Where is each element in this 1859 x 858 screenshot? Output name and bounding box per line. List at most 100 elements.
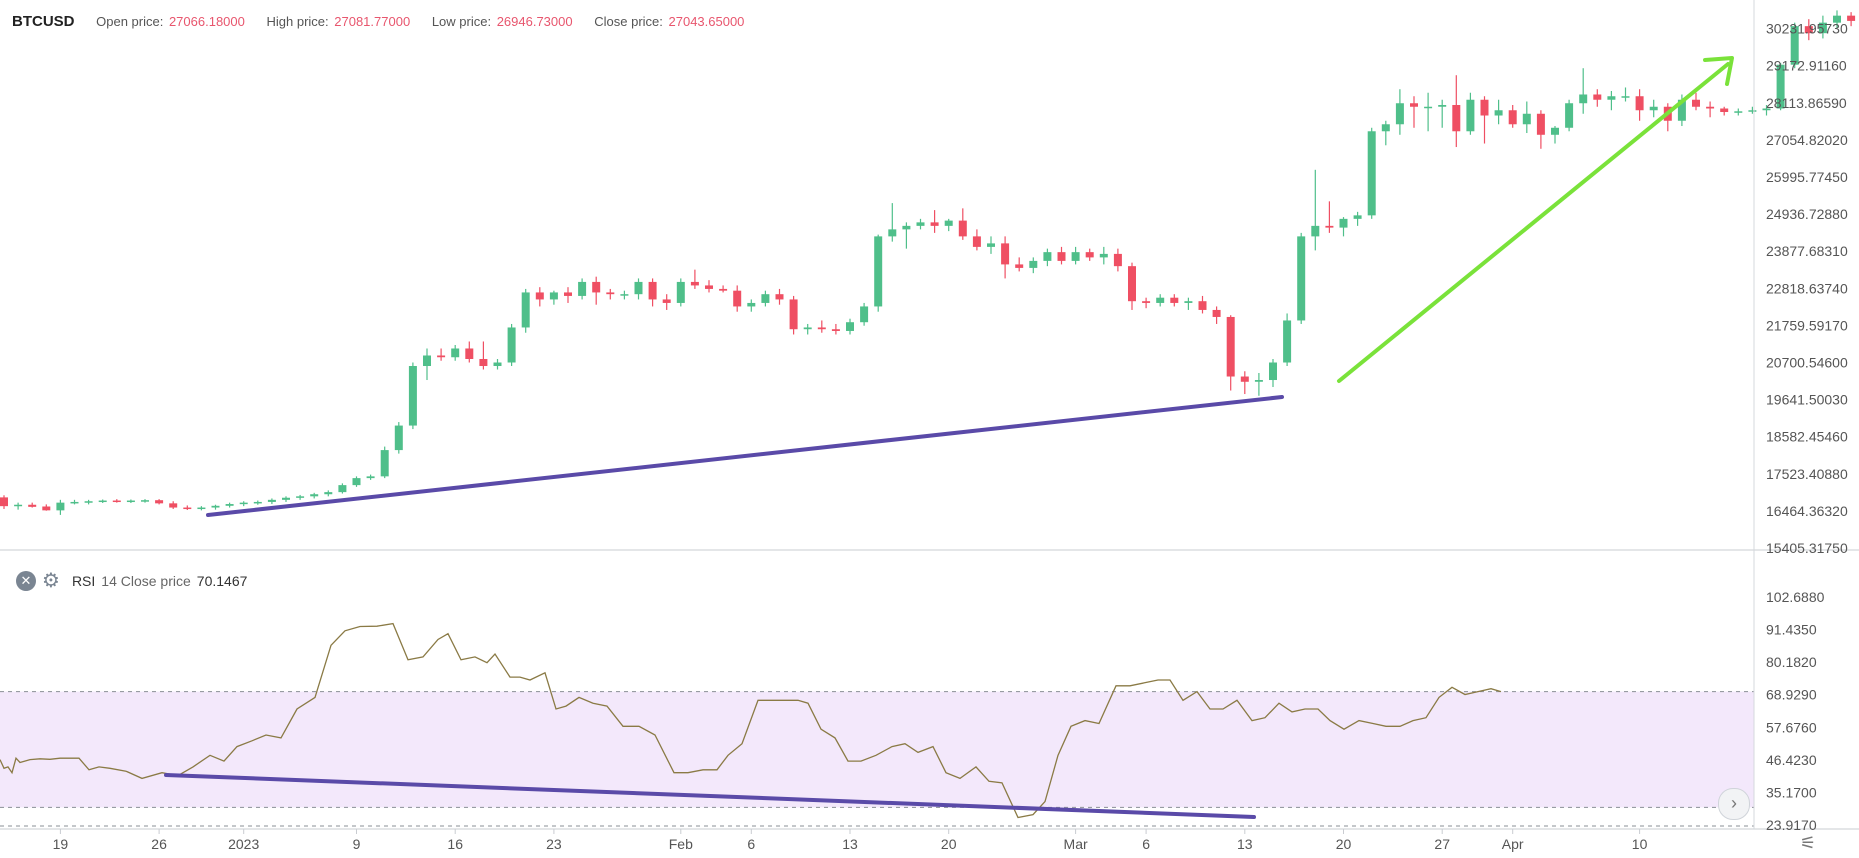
candle-body bbox=[831, 329, 840, 331]
high-label: High price: bbox=[266, 14, 329, 29]
candle-body bbox=[1015, 264, 1024, 268]
candle bbox=[1720, 106, 1729, 116]
candle bbox=[282, 496, 290, 502]
candle bbox=[1184, 297, 1193, 310]
candle-body bbox=[1043, 252, 1052, 261]
candle bbox=[1311, 169, 1320, 251]
candle bbox=[1128, 262, 1136, 310]
candle-body bbox=[1339, 218, 1348, 228]
candle-body bbox=[860, 306, 869, 323]
x-tick-label: 9 bbox=[353, 836, 361, 852]
rsi-tick-label: 91.4350 bbox=[1766, 622, 1817, 638]
symbol-label: BTCUSD bbox=[12, 13, 75, 30]
x-tick-label: 26 bbox=[151, 836, 167, 852]
candle bbox=[775, 288, 784, 305]
candle bbox=[1071, 246, 1080, 265]
candle bbox=[42, 504, 51, 511]
candle-body bbox=[1367, 131, 1376, 216]
rsi-tick-label: 46.4230 bbox=[1766, 752, 1817, 768]
candle bbox=[902, 222, 911, 249]
candle-body bbox=[380, 450, 389, 477]
settings-sliders-icon[interactable]: ⚟ bbox=[1800, 833, 1817, 853]
price-tick-label: 20700.54600 bbox=[1766, 354, 1848, 370]
candle-body bbox=[197, 507, 206, 510]
low-value: 26946.73000 bbox=[496, 14, 573, 29]
close-icon[interactable]: ✕ bbox=[16, 570, 36, 591]
candle-body bbox=[169, 503, 178, 508]
candle bbox=[1001, 236, 1010, 279]
candle-body bbox=[1480, 99, 1489, 116]
candle bbox=[620, 290, 629, 300]
x-tick-label: 16 bbox=[447, 836, 463, 852]
candle bbox=[1818, 15, 1827, 39]
candle-body bbox=[690, 281, 699, 286]
candle-body bbox=[705, 285, 713, 289]
candle-body bbox=[42, 506, 51, 511]
candle bbox=[817, 320, 826, 333]
candle-body bbox=[648, 281, 657, 300]
candle bbox=[733, 285, 742, 312]
price-tick-label: 29172.91160 bbox=[1766, 58, 1847, 74]
candle-body bbox=[1565, 103, 1574, 128]
candle bbox=[1212, 306, 1221, 324]
candle-body bbox=[1607, 96, 1616, 100]
candle-body bbox=[225, 504, 234, 506]
candle bbox=[564, 287, 572, 303]
candle-body bbox=[578, 281, 587, 296]
price-tick-label: 18582.45460 bbox=[1766, 429, 1848, 445]
candle bbox=[112, 499, 121, 503]
candle bbox=[1156, 294, 1165, 307]
x-tick-label: Feb bbox=[669, 836, 693, 852]
x-tick-label: 20 bbox=[941, 836, 957, 852]
candle-body bbox=[296, 496, 305, 498]
candle-body bbox=[282, 497, 290, 500]
candle bbox=[1099, 246, 1108, 265]
gear-icon[interactable]: ⚙ bbox=[42, 570, 60, 592]
candle-body bbox=[1593, 94, 1602, 100]
candle bbox=[366, 474, 375, 480]
candle-body bbox=[423, 355, 431, 367]
x-tick-label: 13 bbox=[842, 836, 858, 852]
candle bbox=[1579, 68, 1588, 114]
candle-body bbox=[916, 222, 925, 226]
candle-body bbox=[1269, 362, 1277, 381]
candle bbox=[1790, 22, 1799, 69]
candle bbox=[747, 299, 756, 312]
price-tick-label: 24936.72880 bbox=[1766, 206, 1848, 222]
candle bbox=[958, 208, 967, 240]
candle bbox=[987, 236, 995, 254]
candle-body bbox=[1325, 225, 1334, 228]
candle-body bbox=[1170, 297, 1179, 303]
candle-body bbox=[1057, 252, 1066, 261]
candle-body bbox=[1579, 94, 1588, 104]
candle-body bbox=[874, 236, 883, 307]
candle bbox=[1649, 99, 1658, 118]
candle bbox=[1113, 248, 1122, 272]
candle-body bbox=[1311, 225, 1320, 237]
candle-body bbox=[1226, 316, 1235, 377]
candle bbox=[479, 341, 488, 370]
candle bbox=[1621, 87, 1630, 102]
price-support-trendline bbox=[206, 395, 1284, 517]
candle bbox=[690, 269, 699, 289]
candle bbox=[1494, 99, 1503, 125]
candle-body bbox=[606, 292, 615, 295]
candle-body bbox=[394, 425, 403, 451]
candle-body bbox=[1734, 111, 1743, 113]
candle bbox=[1283, 313, 1292, 367]
candle-body bbox=[1283, 320, 1292, 363]
candle-body bbox=[1424, 106, 1433, 109]
chevron-right-icon[interactable]: › bbox=[1718, 788, 1750, 820]
candle bbox=[310, 492, 319, 499]
candle bbox=[1452, 75, 1461, 148]
candle bbox=[352, 476, 361, 487]
candle bbox=[507, 323, 516, 367]
candle bbox=[831, 323, 840, 335]
candle bbox=[451, 344, 460, 361]
candle-body bbox=[1818, 22, 1827, 34]
candle-body bbox=[408, 366, 417, 426]
candle bbox=[1057, 246, 1066, 265]
rsi-trendline bbox=[164, 773, 1256, 819]
candle-body bbox=[1128, 266, 1136, 302]
price-tick-label: 27054.82020 bbox=[1766, 132, 1848, 148]
